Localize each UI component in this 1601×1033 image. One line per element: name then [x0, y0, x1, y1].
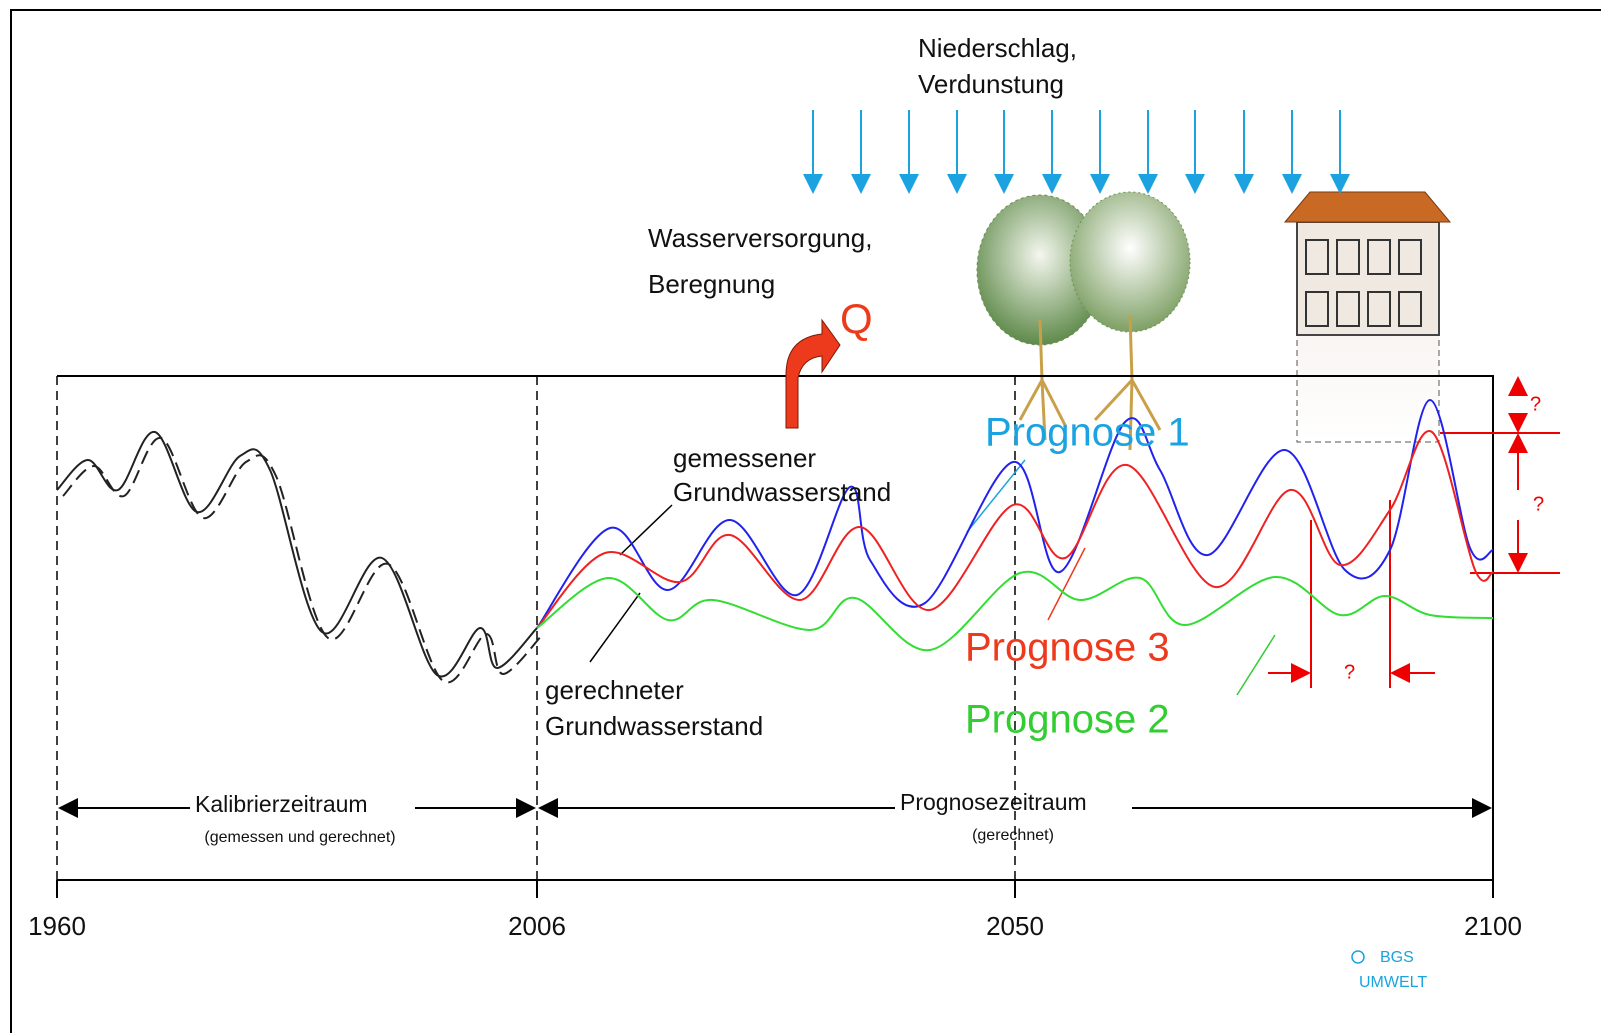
climate-label: Niederschlag,: [918, 33, 1077, 63]
withdrawal-symbol: Q: [840, 295, 873, 342]
measured-label: Grundwasserstand: [673, 477, 891, 507]
period-note: (gerechnet): [972, 827, 1054, 844]
climate-label: Verdunstung: [918, 69, 1064, 99]
withdrawal-arrow: [786, 320, 840, 428]
forecast-label: Prognose 2: [965, 698, 1170, 742]
credit: UMWELT: [1359, 974, 1427, 991]
period-note: (gemessen und gerechnet): [204, 829, 395, 846]
axis-label: 2100: [1464, 911, 1522, 941]
uncertainty-mark: ?: [1530, 393, 1541, 415]
forecast-label: Prognose 3: [965, 626, 1170, 670]
measured-label: gemessener: [673, 443, 816, 473]
axis-label: 2050: [986, 911, 1044, 941]
roof: [1285, 192, 1450, 222]
credit: BGS: [1380, 949, 1414, 966]
computed-label: Grundwasserstand: [545, 711, 763, 741]
credit-logo: [1352, 951, 1364, 963]
uncertainty-mark: ?: [1533, 493, 1544, 515]
forecast-label: Prognose 1: [985, 411, 1190, 455]
axis-label: 1960: [28, 911, 86, 941]
tree: [1070, 192, 1190, 332]
withdrawal-label: Wasserversorgung,: [648, 223, 872, 253]
axis-label: 2006: [508, 911, 566, 941]
computed-label: gerechneter: [545, 675, 684, 705]
withdrawal-label: Beregnung: [648, 269, 775, 299]
computed-curve: [63, 438, 543, 683]
uncertainty-mark: ?: [1344, 661, 1355, 683]
diagram: Niederschlag, Verdunstung Wasserversorgu…: [0, 0, 1601, 1033]
period-name: Kalibrierzeitraum: [195, 791, 368, 817]
period-name: Prognosezeitraum: [900, 789, 1087, 815]
axis-ticks: [57, 880, 1493, 898]
